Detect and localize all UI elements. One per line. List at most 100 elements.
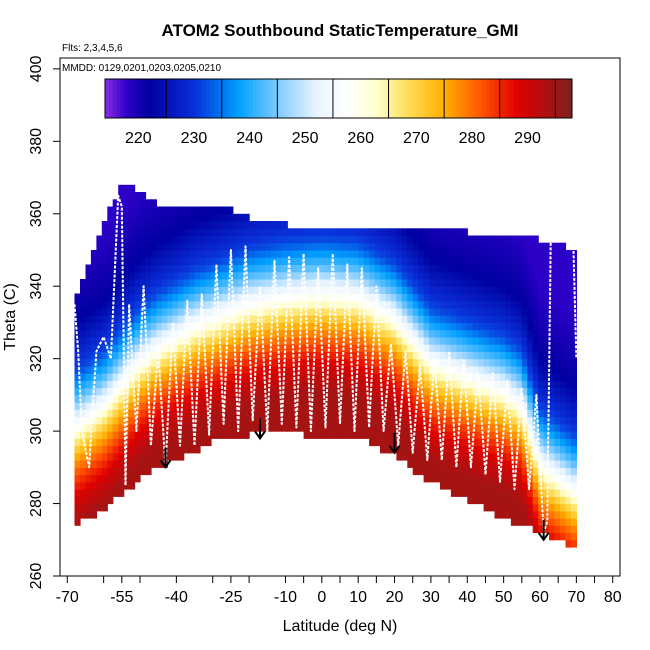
field-cell (516, 452, 523, 461)
field-cell (554, 380, 561, 389)
field-cell (521, 329, 528, 338)
field-cell (287, 380, 294, 389)
field-cell (434, 286, 441, 294)
field-cell (85, 329, 92, 338)
field-cell (216, 242, 223, 251)
field-cell (570, 496, 577, 505)
colorbar-segment (105, 79, 110, 118)
field-cell (363, 307, 370, 316)
field-cell (74, 460, 81, 468)
colorbar-segment (556, 79, 561, 118)
field-cell (74, 467, 81, 476)
field-cell (532, 315, 539, 323)
field-cell (358, 409, 365, 418)
field-cell (543, 431, 550, 439)
field-cell (194, 221, 201, 229)
field-cell (145, 315, 152, 323)
field-cell (260, 235, 267, 244)
field-cell (467, 235, 474, 244)
field-cell (363, 286, 370, 294)
field-cell (472, 293, 479, 302)
field-cell (96, 402, 103, 410)
field-cell (478, 293, 485, 302)
field-cell (298, 373, 305, 381)
field-cell (74, 489, 81, 497)
field-cell (90, 264, 97, 273)
field-cell (467, 307, 474, 316)
field-cell (505, 445, 512, 454)
field-cell (565, 416, 572, 425)
field-cell (216, 322, 223, 331)
field-cell (461, 228, 468, 237)
field-cell (418, 322, 425, 331)
field-cell (232, 242, 239, 251)
field-cell (112, 365, 119, 374)
field-cell (374, 235, 381, 244)
field-cell (494, 373, 501, 381)
field-cell (500, 358, 507, 367)
field-cell (260, 279, 267, 287)
field-cell (172, 264, 179, 273)
field-cell (140, 351, 147, 360)
field-cell (538, 431, 545, 439)
field-cell (407, 351, 414, 360)
field-cell (429, 235, 436, 244)
field-cell (178, 416, 185, 425)
field-cell (101, 351, 108, 360)
field-cell (210, 286, 217, 294)
field-cell (260, 416, 267, 425)
field-cell (440, 409, 447, 418)
field-cell (461, 264, 468, 273)
field-cell (374, 387, 381, 396)
field-cell (178, 452, 185, 461)
field-cell (85, 358, 92, 367)
field-cell (314, 250, 321, 258)
field-cell (118, 315, 125, 323)
colorbar-segment (284, 79, 289, 118)
field-cell (140, 250, 147, 258)
field-cell (554, 279, 561, 287)
field-cell (150, 242, 157, 251)
field-cell (90, 380, 97, 389)
field-cell (150, 307, 157, 316)
field-cell (309, 271, 316, 280)
field-cell (510, 344, 517, 352)
field-cell (494, 322, 501, 331)
field-cell (385, 380, 392, 389)
field-cell (330, 402, 337, 410)
field-cell (385, 322, 392, 331)
field-cell (467, 402, 474, 410)
field-cell (401, 380, 408, 389)
field-cell (358, 402, 365, 410)
field-cell (178, 329, 185, 338)
field-cell (445, 402, 452, 410)
field-cell (407, 431, 414, 439)
field-cell (90, 438, 97, 447)
field-cell (183, 373, 190, 381)
colorbar-segment (108, 79, 114, 118)
field-cell (205, 206, 212, 215)
field-cell (500, 510, 507, 519)
field-cell (232, 213, 239, 222)
field-cell (336, 264, 343, 273)
field-cell (167, 307, 174, 316)
field-cell (494, 496, 501, 505)
field-cell (549, 474, 556, 483)
field-cell (140, 402, 147, 410)
field-cell (565, 250, 572, 258)
field-cell (238, 221, 245, 229)
field-cell (358, 257, 365, 265)
field-cell (172, 221, 179, 229)
field-cell (74, 373, 81, 381)
field-cell (554, 518, 561, 526)
field-cell (118, 184, 125, 193)
field-cell (407, 336, 414, 345)
field-cell (549, 518, 556, 526)
field-cell (434, 257, 441, 265)
field-cell (554, 257, 561, 265)
field-cell (374, 373, 381, 381)
field-cell (390, 344, 397, 352)
field-cell (221, 293, 228, 302)
colorbar-segment (455, 79, 460, 118)
field-cell (483, 387, 490, 396)
